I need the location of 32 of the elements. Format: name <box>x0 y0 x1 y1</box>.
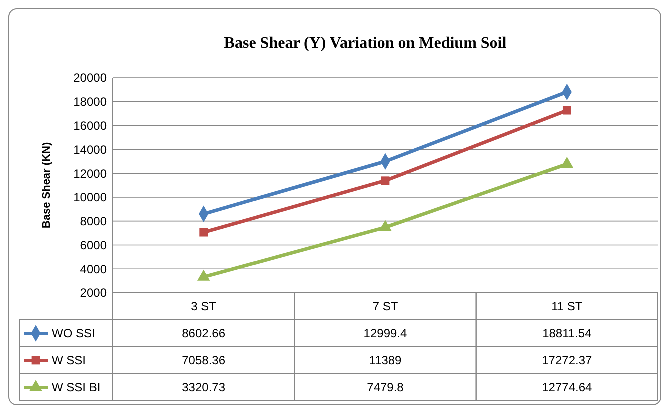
chart-title: Base Shear (Y) Variation on Medium Soil <box>224 35 508 52</box>
y-tick-label: 6000 <box>80 238 108 252</box>
y-tick-label: 10000 <box>74 190 108 205</box>
legend-label: WO SSI <box>52 326 96 341</box>
y-tick-label: 16000 <box>74 118 108 133</box>
data-label: 12999.4 <box>364 326 408 341</box>
data-label: 3320.73 <box>182 380 226 395</box>
data-label: 7058.36 <box>182 354 226 368</box>
point <box>200 228 208 237</box>
y-tick-label: 2000 <box>80 286 108 300</box>
data-label: 12774.64 <box>542 380 593 395</box>
data-label: 8602.66 <box>182 326 226 341</box>
point <box>381 176 390 186</box>
x-tick-label: 3 ST <box>191 300 218 314</box>
legend-label: W SSI <box>52 354 86 368</box>
y-axis-title: Base Shear (KN) <box>41 142 53 229</box>
x-tick-label: 11 ST <box>552 300 584 314</box>
point <box>197 270 210 281</box>
y-tick-label: 14000 <box>74 142 108 157</box>
y-tick-label: 12000 <box>74 166 108 181</box>
point <box>379 220 392 232</box>
y-tick-label: 8000 <box>80 214 108 229</box>
legend-label: W SSI BI <box>52 380 101 395</box>
y-tick-label: 18000 <box>74 95 108 110</box>
y-tick-label: 20000 <box>74 71 108 86</box>
data-label: 11389 <box>369 354 402 368</box>
y-tick-label: 4000 <box>80 262 108 276</box>
point <box>562 106 572 115</box>
x-tick-label: 7 ST <box>372 300 399 314</box>
data-label: 18811.54 <box>542 326 592 341</box>
data-label: 7479.8 <box>367 380 404 395</box>
data-label: 17272.37 <box>542 354 593 368</box>
